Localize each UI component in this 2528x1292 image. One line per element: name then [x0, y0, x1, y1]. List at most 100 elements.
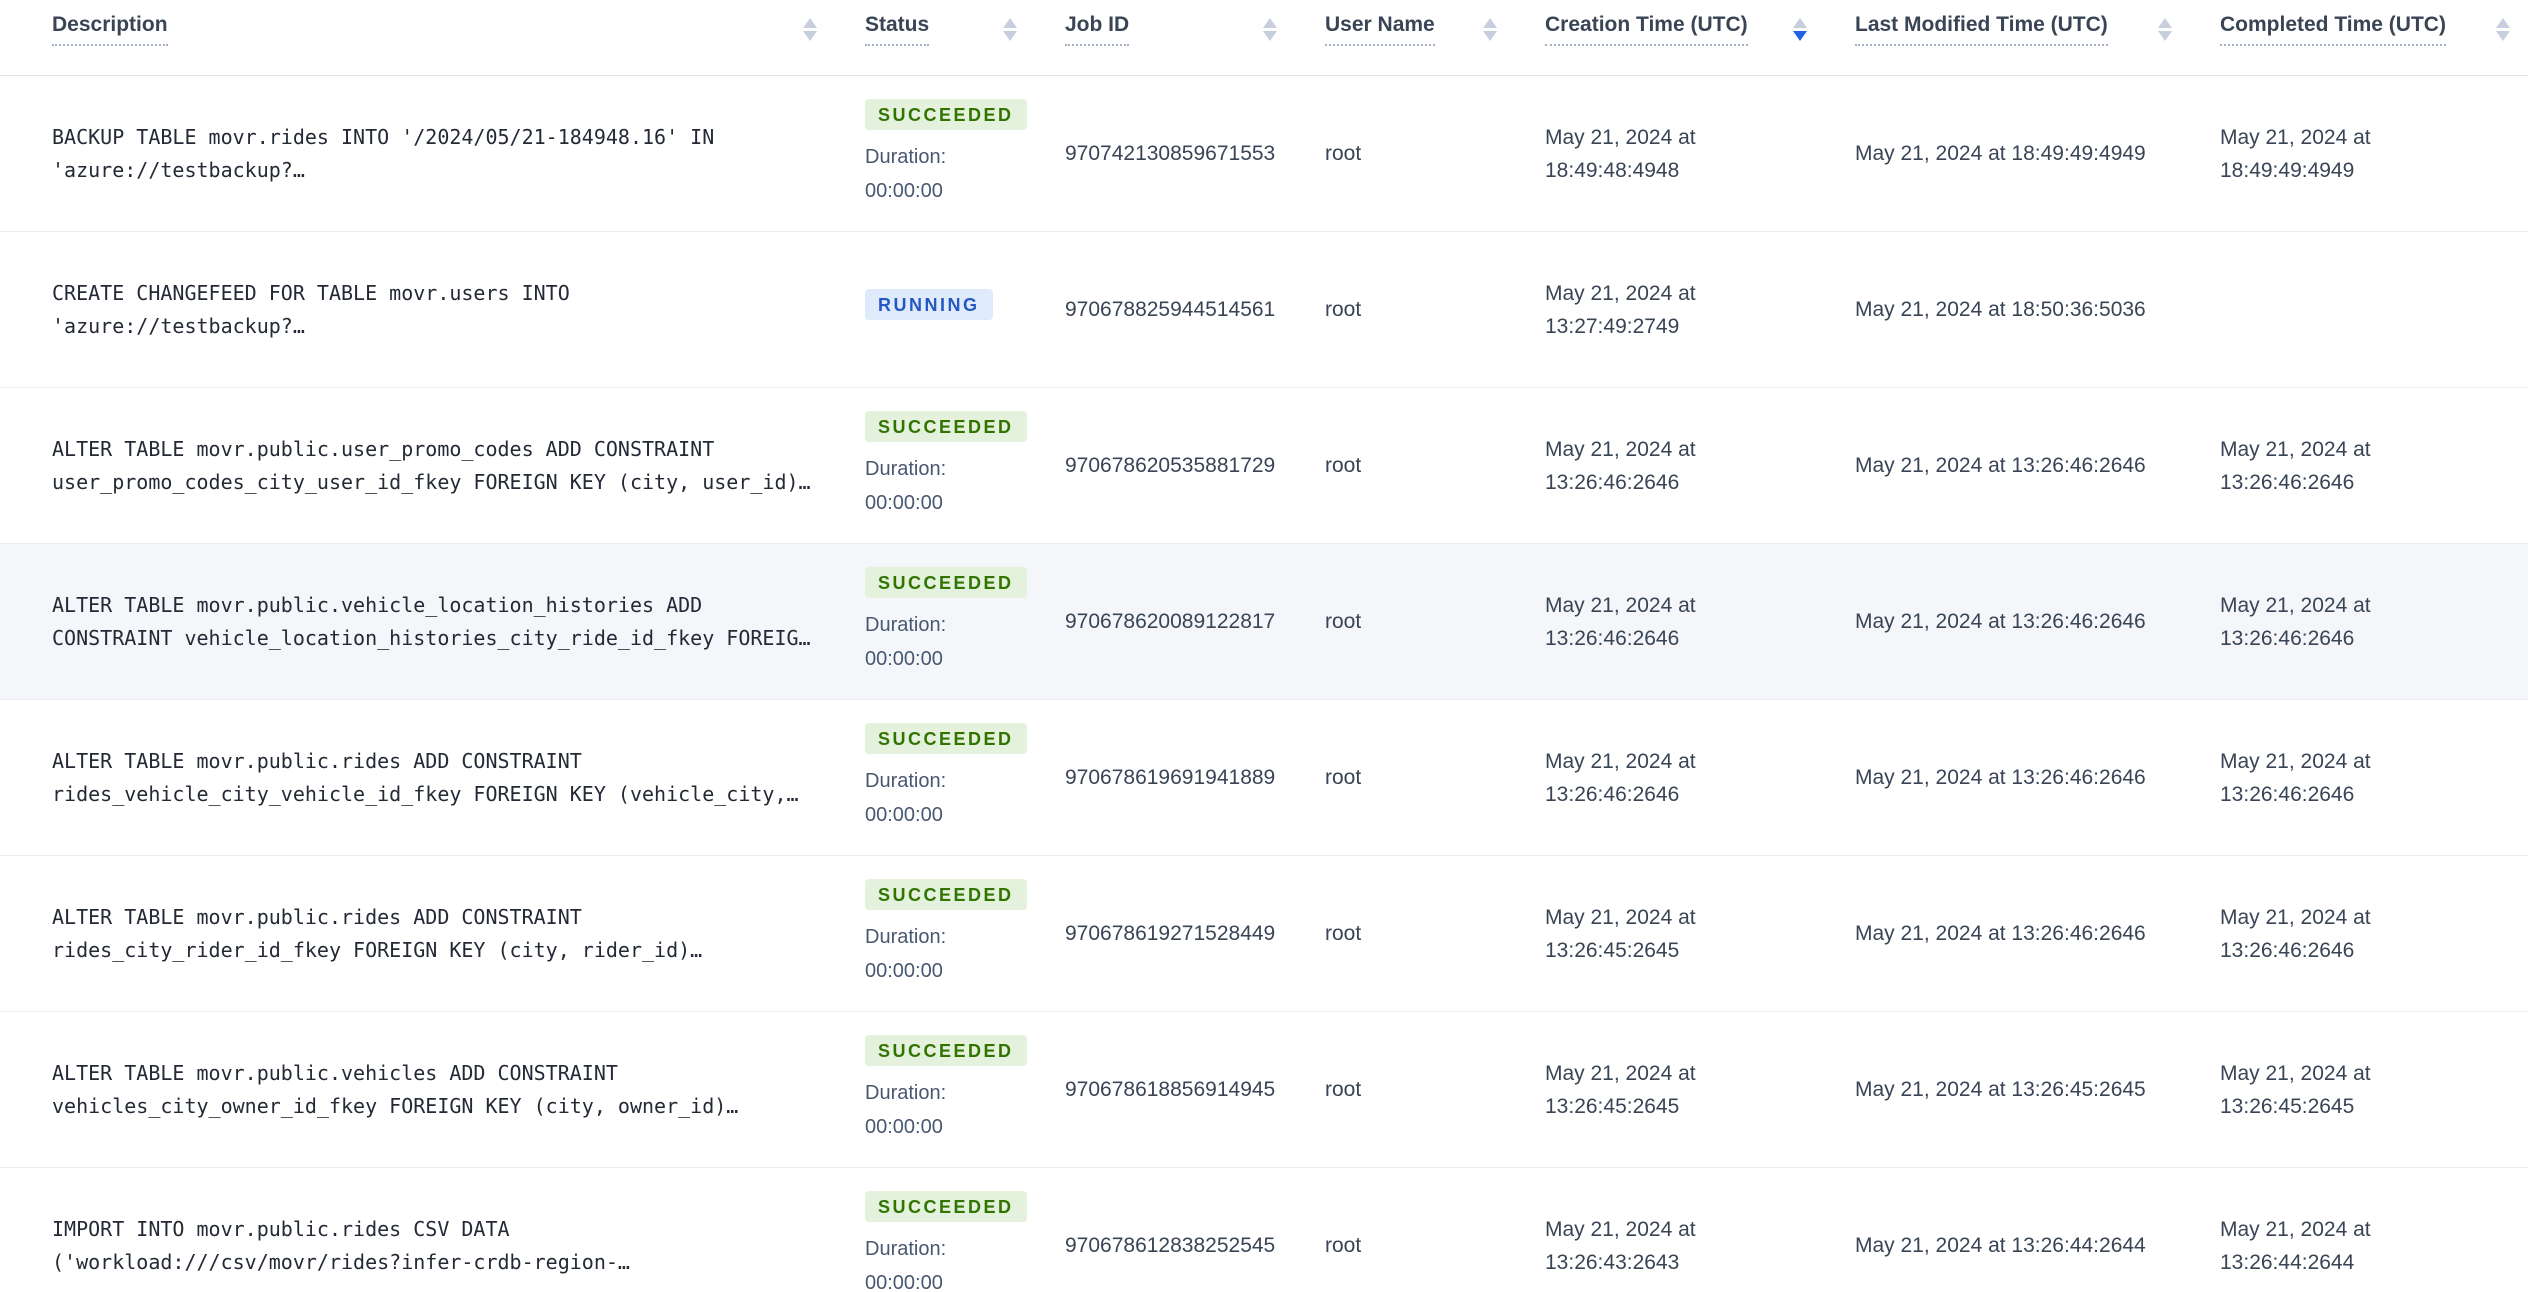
- last-modified-time-cell: May 21, 2024 at 13:26:46:2646: [1855, 766, 2146, 789]
- job-description-link[interactable]: ALTER TABLE movr.public.rides ADD CONSTR…: [52, 904, 703, 962]
- job-id-cell: 970678618856914945: [1065, 1078, 1276, 1101]
- user-name-cell: root: [1325, 1234, 1362, 1257]
- job-description-cell: ALTER TABLE movr.public.vehicles ADD CON…: [0, 1012, 835, 1167]
- job-description-cell: ALTER TABLE movr.public.vehicle_location…: [0, 544, 835, 699]
- duration-label: Duration:: [865, 614, 947, 636]
- duration-label: Duration:: [865, 770, 947, 792]
- duration-label: Duration:: [865, 926, 947, 948]
- duration-value: 00:00:00: [865, 1272, 943, 1292]
- duration-value: 00:00:00: [865, 804, 943, 826]
- creation-time-cell: May 21, 2024 at 18:49:48:4948: [1545, 125, 1696, 182]
- completed-time-cell: May 21, 2024 at 13:26:46:2646: [2220, 593, 2371, 650]
- last-modified-time-cell: May 21, 2024 at 18:49:49:4949: [1855, 142, 2146, 165]
- job-id-cell: 970678612838252545: [1065, 1234, 1276, 1257]
- sort-icon: [1251, 18, 1277, 41]
- sort-down-arrow-icon: [1793, 31, 1807, 41]
- last-modified-time-cell: May 21, 2024 at 13:26:44:2644: [1855, 1234, 2146, 1257]
- table-row: BACKUP TABLE movr.rides INTO '/2024/05/2…: [0, 76, 2528, 232]
- table-row: ALTER TABLE movr.public.user_promo_codes…: [0, 388, 2528, 544]
- job-id-cell: 970742130859671553: [1065, 142, 1276, 165]
- job-description-cell: ALTER TABLE movr.public.rides ADD CONSTR…: [0, 856, 835, 1011]
- column-header-creation-time[interactable]: Creation Time (UTC): [1515, 0, 1825, 75]
- last-modified-time-cell: May 21, 2024 at 13:26:46:2646: [1855, 610, 2146, 633]
- job-description-link[interactable]: ALTER TABLE movr.public.user_promo_codes…: [52, 436, 811, 494]
- sort-icon: [2146, 18, 2172, 41]
- column-header-user-name[interactable]: User Name: [1295, 0, 1515, 75]
- sort-up-arrow-icon: [2496, 18, 2510, 28]
- job-description-link[interactable]: IMPORT INTO movr.public.rides CSV DATA (…: [52, 1216, 630, 1274]
- duration-label: Duration:: [865, 1238, 947, 1260]
- job-id-cell: 970678619691941889: [1065, 766, 1276, 789]
- job-description-link[interactable]: ALTER TABLE movr.public.vehicles ADD CON…: [52, 1060, 739, 1118]
- sort-icon: [791, 18, 817, 41]
- job-description-link[interactable]: BACKUP TABLE movr.rides INTO '/2024/05/2…: [52, 124, 715, 182]
- job-status-cell: SUCCEEDED Duration: 00:00:00: [835, 76, 1035, 231]
- sort-down-arrow-icon: [2158, 31, 2172, 41]
- status-badge: SUCCEEDED: [865, 1035, 1027, 1066]
- sort-down-arrow-icon: [1263, 31, 1277, 41]
- job-status-cell: SUCCEEDED Duration: 00:00:00: [835, 388, 1035, 543]
- table-row: ALTER TABLE movr.public.vehicle_location…: [0, 544, 2528, 700]
- completed-time-cell: May 21, 2024 at 13:26:44:2644: [2220, 1217, 2371, 1274]
- user-name-cell: root: [1325, 922, 1362, 945]
- column-header-completed-time[interactable]: Completed Time (UTC): [2190, 0, 2528, 75]
- column-header-last-modified-time[interactable]: Last Modified Time (UTC): [1825, 0, 2190, 75]
- status-badge: RUNNING: [865, 289, 993, 320]
- user-name-cell: root: [1325, 142, 1362, 165]
- sort-icon: [991, 18, 1017, 41]
- column-header-label: Description: [52, 13, 168, 46]
- duration-value: 00:00:00: [865, 648, 943, 670]
- sort-up-arrow-icon: [1793, 18, 1807, 28]
- completed-time-cell: May 21, 2024 at 13:26:46:2646: [2220, 749, 2371, 806]
- job-description-link[interactable]: ALTER TABLE movr.public.rides ADD CONSTR…: [52, 748, 799, 806]
- job-status-cell: SUCCEEDED Duration: 00:00:00: [835, 1012, 1035, 1167]
- job-description-link[interactable]: ALTER TABLE movr.public.vehicle_location…: [52, 592, 811, 650]
- completed-time-cell: [2190, 232, 2528, 387]
- table-row: CREATE CHANGEFEED FOR TABLE movr.users I…: [0, 232, 2528, 388]
- sort-up-arrow-icon: [1263, 18, 1277, 28]
- user-name-cell: root: [1325, 454, 1362, 477]
- column-header-description[interactable]: Description: [0, 0, 835, 75]
- sort-down-arrow-icon: [803, 31, 817, 41]
- creation-time-cell: May 21, 2024 at 13:27:49:2749: [1545, 281, 1696, 338]
- sort-icon: [1781, 18, 1807, 41]
- creation-time-cell: May 21, 2024 at 13:26:46:2646: [1545, 593, 1696, 650]
- job-description-link[interactable]: CREATE CHANGEFEED FOR TABLE movr.users I…: [52, 280, 570, 338]
- job-id-cell: 970678620535881729: [1065, 454, 1276, 477]
- job-description-cell: CREATE CHANGEFEED FOR TABLE movr.users I…: [0, 232, 835, 387]
- user-name-cell: root: [1325, 766, 1362, 789]
- completed-time-cell: May 21, 2024 at 13:26:46:2646: [2220, 905, 2371, 962]
- job-id-cell: 970678619271528449: [1065, 922, 1276, 945]
- status-badge: SUCCEEDED: [865, 879, 1027, 910]
- status-badge: SUCCEEDED: [865, 1191, 1027, 1222]
- status-badge: SUCCEEDED: [865, 567, 1027, 598]
- sort-down-arrow-icon: [1003, 31, 1017, 41]
- duration-value: 00:00:00: [865, 492, 943, 514]
- sort-icon: [2484, 18, 2510, 41]
- duration-label: Duration:: [865, 146, 947, 168]
- duration-label: Duration:: [865, 1082, 947, 1104]
- table-header-row: Description Status Job ID User Name Crea…: [0, 0, 2528, 76]
- column-header-status[interactable]: Status: [835, 0, 1035, 75]
- job-status-cell: SUCCEEDED Duration: 00:00:00: [835, 544, 1035, 699]
- last-modified-time-cell: May 21, 2024 at 13:26:46:2646: [1855, 922, 2146, 945]
- duration-value: 00:00:00: [865, 960, 943, 982]
- table-row: ALTER TABLE movr.public.vehicles ADD CON…: [0, 1012, 2528, 1168]
- creation-time-cell: May 21, 2024 at 13:26:46:2646: [1545, 749, 1696, 806]
- job-id-cell: 970678620089122817: [1065, 610, 1276, 633]
- sort-down-arrow-icon: [2496, 31, 2510, 41]
- job-status-cell: SUCCEEDED Duration: 00:00:00: [835, 700, 1035, 855]
- last-modified-time-cell: May 21, 2024 at 13:26:45:2645: [1855, 1078, 2146, 1101]
- sort-up-arrow-icon: [803, 18, 817, 28]
- duration-value: 00:00:00: [865, 1116, 943, 1138]
- last-modified-time-cell: May 21, 2024 at 13:26:46:2646: [1855, 454, 2146, 477]
- column-header-label: Last Modified Time (UTC): [1855, 13, 2108, 46]
- column-header-label: User Name: [1325, 13, 1435, 46]
- column-header-job-id[interactable]: Job ID: [1035, 0, 1295, 75]
- creation-time-cell: May 21, 2024 at 13:26:43:2643: [1545, 1217, 1696, 1274]
- column-header-label: Status: [865, 13, 930, 46]
- sort-down-arrow-icon: [1483, 31, 1497, 41]
- table-row: ALTER TABLE movr.public.rides ADD CONSTR…: [0, 700, 2528, 856]
- job-description-cell: ALTER TABLE movr.public.user_promo_codes…: [0, 388, 835, 543]
